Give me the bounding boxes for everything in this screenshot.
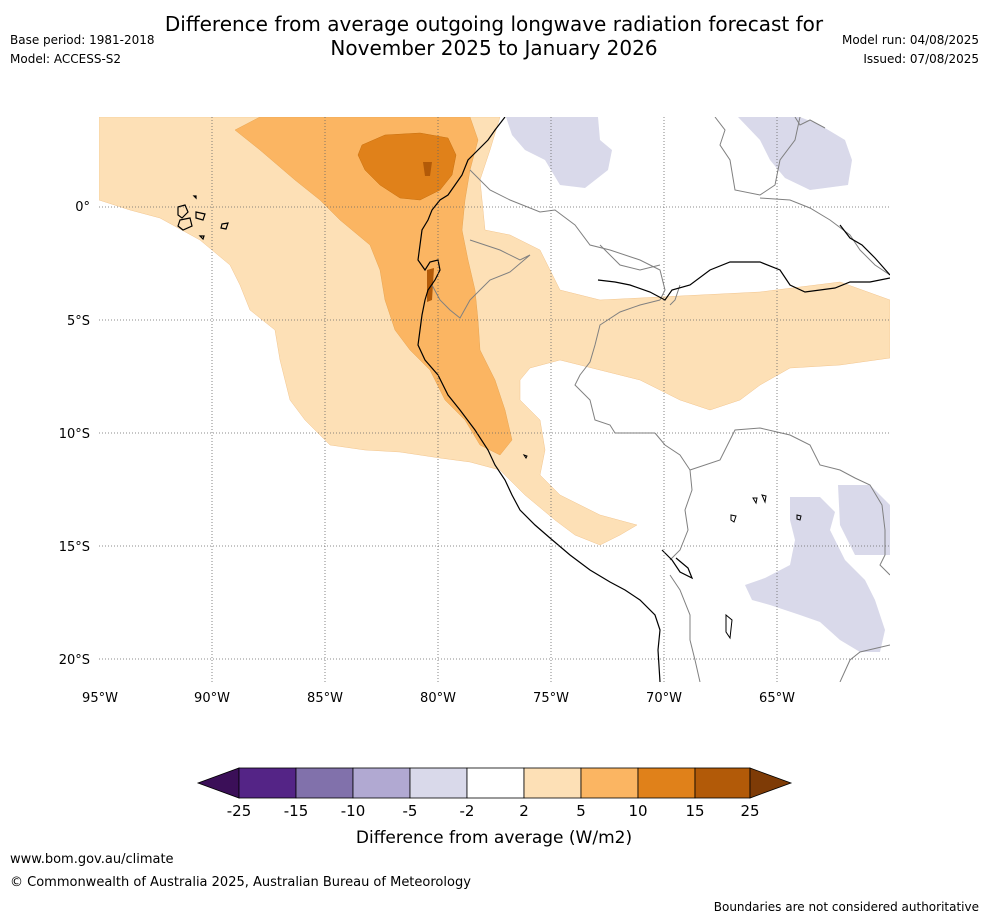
anomaly-15-25-region bbox=[423, 162, 432, 176]
lon-label: 75°W bbox=[533, 691, 569, 706]
lon-label: 80°W bbox=[420, 691, 456, 706]
lat-label: 20°S bbox=[59, 653, 90, 668]
base-period: Base period: 1981-2018 bbox=[10, 33, 155, 47]
issued-date: Issued: 07/08/2025 bbox=[863, 52, 979, 66]
longitude-labels: 95°W 90°W 85°W 80°W 75°W 70°W 65°W bbox=[82, 691, 795, 706]
colorbar-high-arrow bbox=[749, 767, 793, 799]
lat-label: 5°S bbox=[67, 314, 90, 329]
inland-lakes bbox=[522, 454, 802, 640]
copyright-notice: © Commonwealth of Australia 2025, Austra… bbox=[10, 875, 471, 890]
country-borders bbox=[431, 117, 890, 682]
colorbar-tick: 10 bbox=[628, 802, 647, 820]
colorbar-tick: -2 bbox=[460, 802, 475, 820]
colorbar-segment bbox=[580, 767, 639, 799]
lon-label: 70°W bbox=[646, 691, 682, 706]
anomaly-neg2-neg5-region bbox=[506, 117, 612, 188]
anomaly-5-10-region bbox=[234, 117, 513, 456]
colorbar-tick: -15 bbox=[284, 802, 309, 820]
anomaly-neg2-neg5-region-2 bbox=[738, 117, 852, 190]
boundary-disclaimer: Boundaries are not considered authoritat… bbox=[713, 900, 979, 914]
anomaly-neg2-neg5-region-4 bbox=[745, 497, 885, 652]
model-run: Model run: 04/08/2025 bbox=[841, 33, 979, 47]
colorbar bbox=[196, 767, 793, 799]
map-title: Difference from average outgoing longwav… bbox=[0, 12, 988, 60]
colorbar-segment bbox=[352, 767, 411, 799]
anomaly-10-15-region bbox=[357, 132, 457, 201]
colorbar-segment bbox=[523, 767, 582, 799]
coastline bbox=[417, 117, 890, 682]
colorbar-segment bbox=[694, 767, 751, 799]
colorbar-title: Difference from average (W/m2) bbox=[356, 828, 632, 848]
website-link[interactable]: www.bom.gov.au/climate bbox=[10, 852, 174, 867]
lon-label: 85°W bbox=[307, 691, 343, 706]
title-line-2: November 2025 to January 2026 bbox=[330, 36, 658, 60]
colorbar-tick: 15 bbox=[685, 802, 704, 820]
colorbar-ticks: -25 -15 -10 -5 -2 2 5 10 15 25 bbox=[227, 802, 760, 820]
lat-label: 10°S bbox=[59, 427, 90, 442]
galapagos-islands bbox=[177, 195, 229, 241]
lat-label: 15°S bbox=[59, 540, 90, 555]
anomaly-15-25-region-2 bbox=[427, 268, 434, 302]
colorbar-segment bbox=[295, 767, 354, 799]
colorbar-tick: 5 bbox=[576, 802, 586, 820]
colorbar-segment bbox=[466, 767, 525, 799]
anomaly-2-5-region bbox=[99, 117, 890, 546]
colorbar-segment bbox=[409, 767, 468, 799]
colorbar-tick: -5 bbox=[403, 802, 418, 820]
anomaly-field bbox=[99, 117, 890, 682]
lon-label: 90°W bbox=[194, 691, 230, 706]
anomaly-neg2-neg5-region-3 bbox=[838, 485, 890, 555]
colorbar-tick: -25 bbox=[227, 802, 252, 820]
colorbar-low-arrow bbox=[196, 767, 240, 799]
colorbar-segment bbox=[238, 767, 297, 799]
colorbar-tick: -10 bbox=[341, 802, 366, 820]
lon-label: 65°W bbox=[759, 691, 795, 706]
title-line-1: Difference from average outgoing longwav… bbox=[164, 12, 824, 36]
colorbar-tick: 2 bbox=[519, 802, 529, 820]
colorbar-segment bbox=[637, 767, 696, 799]
colorbar-tick: 25 bbox=[740, 802, 759, 820]
lon-label: 95°W bbox=[82, 691, 118, 706]
latitude-labels: 0° 5°S 10°S 15°S 20°S bbox=[59, 200, 90, 668]
model-name: Model: ACCESS-S2 bbox=[10, 52, 122, 66]
graticule bbox=[99, 117, 890, 682]
lat-label: 0° bbox=[75, 200, 90, 215]
